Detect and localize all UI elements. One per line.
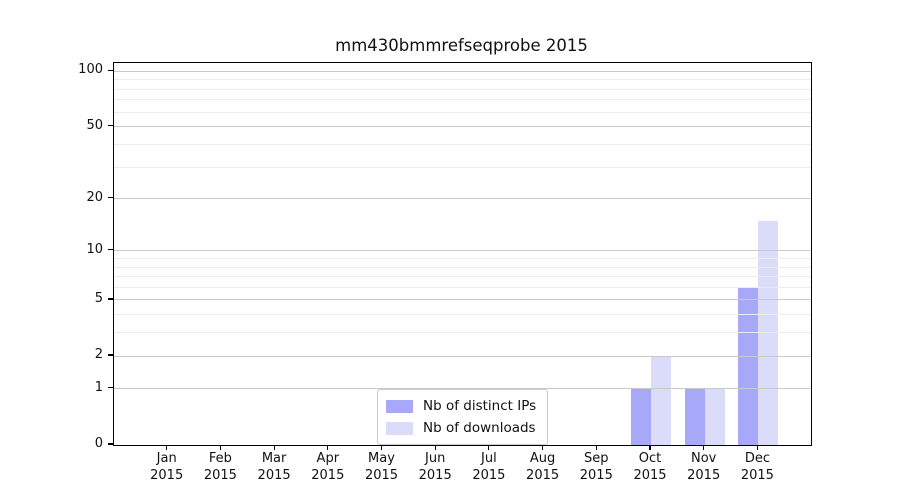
y-tick-mark-10 (108, 249, 113, 251)
gridline-major-50 (114, 126, 811, 128)
x-tick-label-year: 2015 (633, 467, 667, 483)
plot-area (113, 62, 812, 446)
legend-swatch-downloads (386, 421, 413, 435)
gridline-minor-9 (114, 258, 811, 260)
y-tick-label-5: 5 (94, 290, 103, 306)
x-tick-label-year: 2015 (687, 467, 721, 483)
x-tick-label-year: 2015 (740, 467, 774, 483)
gridline-major-10 (114, 250, 811, 252)
legend-label-distinct-ips: Nb of distinct IPs (423, 398, 537, 414)
gridline-major-100 (114, 70, 811, 72)
y-tick-label-50: 50 (86, 117, 103, 133)
x-tick-mark-mar (273, 445, 275, 450)
bar-nb-of-distinct-ips-dec (738, 287, 759, 445)
gridline-minor-90 (114, 79, 811, 81)
x-tick-label-feb: Feb 2015 (190, 451, 250, 484)
x-tick-mark-jul (488, 445, 490, 450)
x-tick-label-month: Feb (208, 451, 232, 466)
legend: Nb of distinct IPs Nb of downloads (377, 389, 549, 445)
legend-swatch-distinct-ips (386, 399, 413, 413)
x-tick-mark-may (380, 445, 383, 450)
y-tick-label-10: 10 (86, 241, 103, 257)
x-tick-label-year: 2015 (579, 467, 613, 483)
x-tick-label-year: 2015 (472, 467, 506, 483)
x-tick-mark-feb (219, 445, 221, 450)
gridline-minor-8 (114, 266, 811, 268)
gridline-minor-3 (114, 332, 811, 334)
y-tick-label-20: 20 (86, 189, 103, 205)
x-tick-mark-jan (166, 445, 168, 450)
gridline-minor-60 (114, 111, 811, 113)
gridline-major-20 (114, 198, 811, 200)
x-tick-label-nov: Nov 2015 (674, 451, 734, 484)
x-tick-label-jul: Jul 2015 (459, 451, 519, 484)
y-tick-label-0: 0 (94, 436, 103, 451)
y-tick-mark-20 (108, 196, 113, 199)
x-tick-label-year: 2015 (257, 467, 291, 483)
gridline-minor-70 (114, 99, 811, 101)
x-tick-mark-dec (756, 445, 758, 450)
gridline-minor-80 (114, 88, 811, 90)
legend-entry-distinct-ips: Nb of distinct IPs (386, 398, 536, 414)
y-tick-label-1: 1 (94, 379, 103, 395)
x-tick-label-month: Aug (529, 451, 556, 466)
x-tick-label-dec: Dec 2015 (727, 451, 787, 484)
gridline-minor-7 (114, 276, 811, 278)
x-tick-label-sep: Sep 2015 (566, 451, 626, 484)
x-tick-label-year: 2015 (364, 467, 399, 483)
y-tick-label-2: 2 (94, 347, 103, 363)
y-tick-mark-0 (108, 443, 113, 445)
x-tick-label-month: Apr (316, 451, 340, 466)
x-tick-label-jan: Jan 2015 (137, 451, 197, 484)
x-tick-label-month: Dec (744, 451, 770, 466)
x-tick-label-oct: Oct 2015 (620, 451, 680, 484)
y-tick-mark-5 (108, 298, 113, 300)
x-tick-label-month: Jan (156, 451, 177, 466)
gridline-minor-4 (114, 314, 811, 316)
x-tick-mark-nov (703, 445, 705, 450)
x-tick-mark-apr (327, 445, 329, 450)
x-tick-label-jun: Jun 2015 (405, 451, 465, 484)
x-tick-mark-aug (542, 445, 544, 450)
gridline-minor-30 (114, 166, 811, 168)
chart-title: mm430bmmrefseqprobe 2015 (335, 36, 588, 55)
gridline-minor-40 (114, 143, 811, 145)
y-tick-mark-1 (108, 387, 113, 389)
x-tick-label-aug: Aug 2015 (513, 451, 573, 484)
x-tick-mark-oct (649, 445, 651, 450)
x-tick-label-year: 2015 (150, 467, 184, 483)
x-tick-label-month: Jun (425, 451, 446, 466)
x-tick-label-month: Mar (261, 451, 287, 466)
x-tick-label-month: Nov (691, 451, 717, 466)
x-tick-mark-sep (595, 445, 597, 450)
y-tick-mark-2 (108, 354, 113, 356)
x-tick-label-month: Jul (481, 451, 497, 466)
x-tick-label-year: 2015 (526, 467, 560, 483)
gridline-major-5 (114, 299, 811, 301)
legend-label-downloads: Nb of downloads (423, 420, 536, 436)
x-tick-label-month: Oct (638, 451, 662, 466)
x-tick-label-year: 2015 (203, 467, 237, 483)
x-tick-label-may: May 2015 (352, 451, 412, 484)
x-tick-label-month: May (368, 451, 395, 466)
x-tick-label-year: 2015 (311, 467, 345, 483)
x-tick-label-mar: Mar 2015 (244, 451, 304, 484)
x-tick-mark-jun (434, 445, 436, 450)
gridline-minor-6 (114, 286, 811, 288)
x-tick-label-year: 2015 (418, 467, 452, 483)
x-tick-label-month: Sep (584, 451, 609, 466)
gridline-major-1 (114, 388, 811, 390)
bar-nb-of-downloads-oct (651, 356, 671, 445)
legend-entry-downloads: Nb of downloads (386, 420, 536, 436)
y-tick-label-100: 100 (78, 62, 103, 78)
y-tick-mark-50 (108, 125, 113, 127)
bar-nb-of-distinct-ips-nov (684, 388, 705, 445)
bar-nb-of-distinct-ips-oct (631, 388, 651, 445)
y-tick-mark-100 (108, 69, 113, 71)
x-tick-label-apr: Apr 2015 (298, 451, 358, 484)
bar-nb-of-downloads-nov (704, 388, 725, 445)
gridline-major-2 (114, 355, 811, 357)
